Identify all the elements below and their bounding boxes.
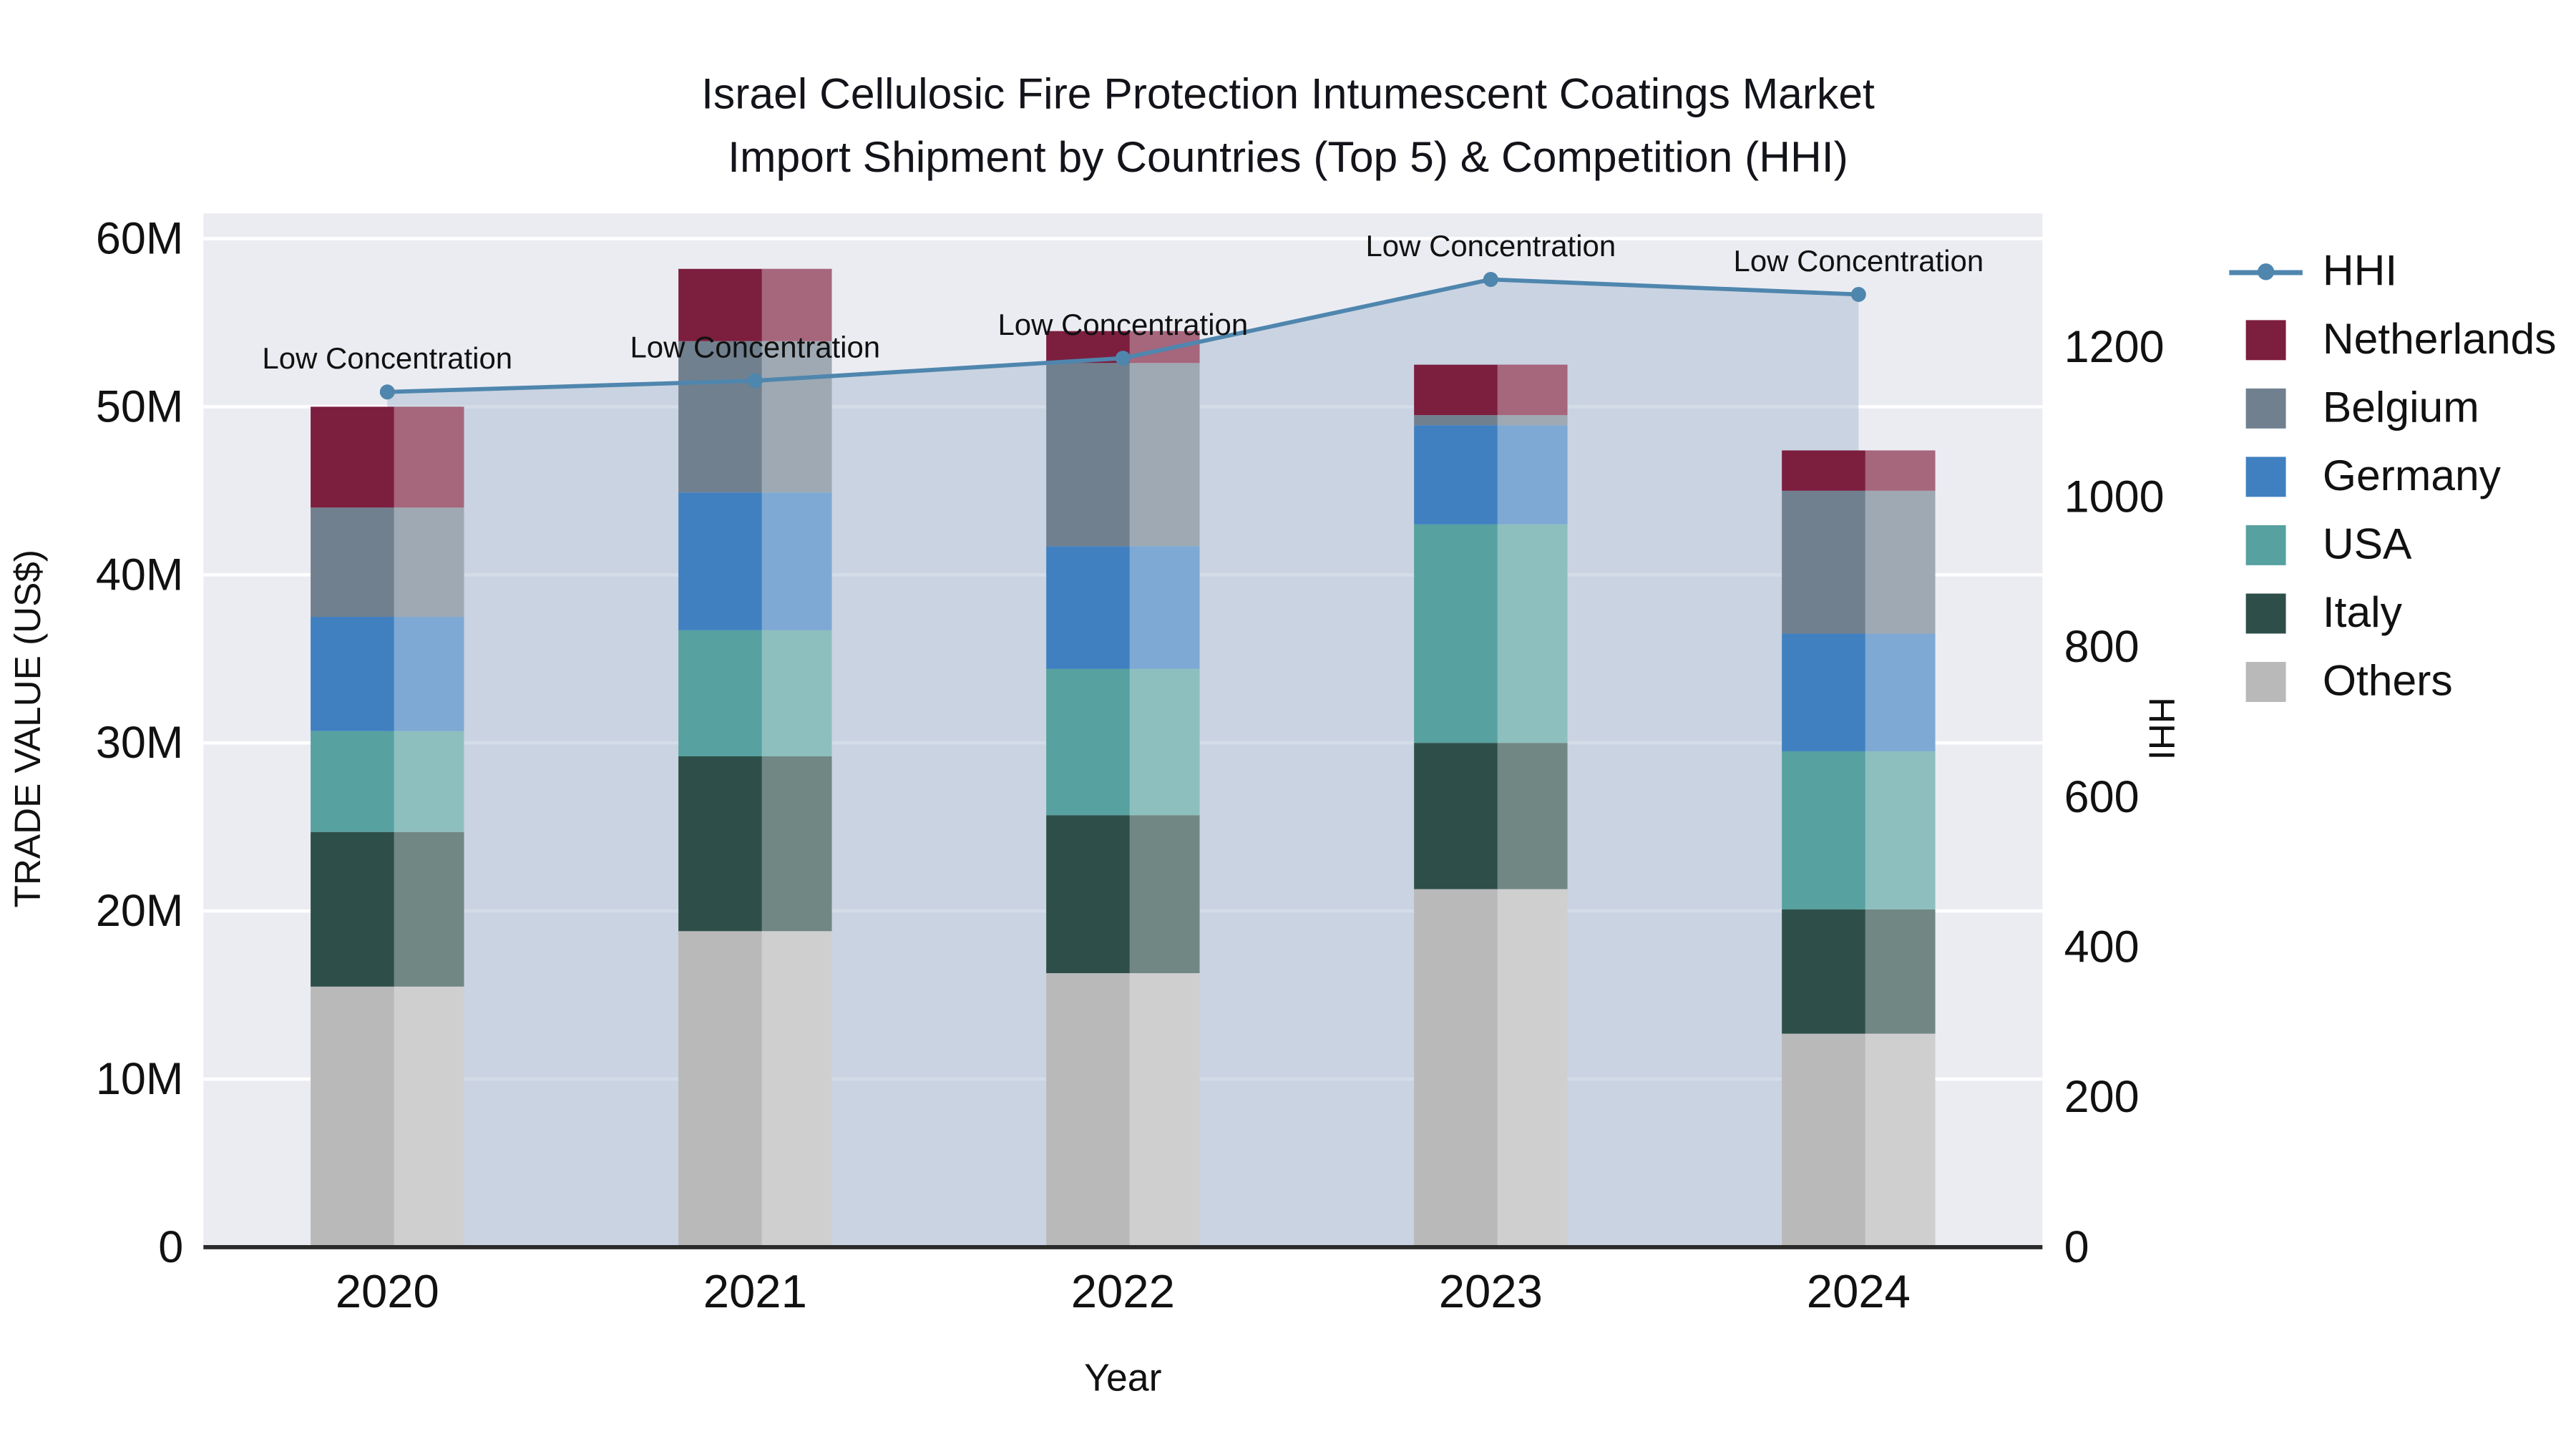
legend-color-swatch bbox=[2229, 319, 2303, 360]
annotation-2021: Low Concentration bbox=[630, 330, 880, 364]
bar-highlight bbox=[761, 268, 832, 1247]
bar-2023-italy bbox=[1414, 743, 1568, 889]
x-tick-2020: 2020 bbox=[336, 1265, 439, 1317]
legend-item-hhi[interactable]: HHI bbox=[2229, 237, 2556, 306]
left-tick-50M: 50M bbox=[96, 381, 183, 431]
chart-title-line1: Israel Cellulosic Fire Protection Intume… bbox=[701, 68, 1875, 119]
legend-item-others[interactable]: Others bbox=[2229, 647, 2556, 716]
bar-highlight bbox=[1497, 364, 1568, 1247]
bar-2021-netherlands bbox=[678, 268, 832, 341]
left-tick-20M: 20M bbox=[96, 886, 183, 936]
hhi-point-2021 bbox=[747, 373, 763, 389]
bar-2020-germany bbox=[311, 617, 464, 731]
bar-2021-germany bbox=[678, 492, 832, 630]
legend-label: Belgium bbox=[2322, 381, 2479, 432]
bar-2022-belgium bbox=[1046, 363, 1200, 547]
bar-2020-italy bbox=[311, 831, 464, 987]
bar-2024-italy bbox=[1782, 909, 1936, 1034]
annotation-2024: Low Concentration bbox=[1734, 244, 1984, 278]
left-tick-60M: 60M bbox=[96, 213, 183, 263]
legend-item-usa[interactable]: USA bbox=[2229, 510, 2556, 579]
left-tick-30M: 30M bbox=[96, 718, 183, 768]
bar-2022-italy bbox=[1046, 815, 1200, 974]
legend-item-italy[interactable]: Italy bbox=[2229, 579, 2556, 648]
legend-label: Germany bbox=[2322, 450, 2501, 501]
bar-2021-italy bbox=[678, 756, 832, 932]
bar-2023-usa bbox=[1414, 524, 1568, 743]
bar-2023-netherlands bbox=[1414, 364, 1568, 416]
bar-2020-usa bbox=[311, 731, 464, 832]
left-tick-40M: 40M bbox=[96, 550, 183, 600]
legend-color-swatch bbox=[2229, 387, 2303, 428]
legend-color-swatch bbox=[2229, 456, 2303, 497]
legend-item-netherlands[interactable]: Netherlands bbox=[2229, 305, 2557, 374]
legend-label: USA bbox=[2322, 518, 2412, 569]
right-tick-1000: 1000 bbox=[2064, 472, 2165, 522]
x-axis-title: Year bbox=[1084, 1355, 1162, 1399]
legend-color-swatch bbox=[2229, 592, 2303, 633]
legend-label: Netherlands bbox=[2322, 313, 2557, 364]
legend-line-swatch bbox=[2229, 251, 2303, 291]
bar-2023-germany bbox=[1414, 425, 1568, 525]
bar-2021-belgium bbox=[678, 341, 832, 493]
bar-2024-usa bbox=[1782, 751, 1936, 909]
legend: HHI Netherlands Belgium Germany USA Italy Othe… bbox=[2229, 237, 2557, 716]
bar-2024-netherlands bbox=[1782, 450, 1936, 491]
bar-2020-belgium bbox=[311, 507, 464, 618]
chart-title-line2: Import Shipment by Countries (Top 5) & C… bbox=[728, 132, 1848, 182]
right-tick-600: 600 bbox=[2064, 772, 2140, 822]
annotation-2020: Low Concentration bbox=[262, 341, 512, 375]
right-tick-1200: 1200 bbox=[2064, 322, 2165, 372]
legend-label: Others bbox=[2322, 655, 2453, 706]
legend-item-belgium[interactable]: Belgium bbox=[2229, 374, 2556, 442]
x-tick-2022: 2022 bbox=[1071, 1265, 1175, 1317]
legend-color-swatch bbox=[2229, 524, 2303, 565]
left-tick-0: 0 bbox=[158, 1222, 183, 1272]
legend-color-swatch bbox=[2229, 660, 2303, 701]
right-tick-200: 200 bbox=[2064, 1072, 2140, 1122]
right-tick-0: 0 bbox=[2064, 1222, 2089, 1272]
bar-2020-netherlands bbox=[311, 406, 464, 508]
bar-2022-usa bbox=[1046, 668, 1200, 816]
bar-2022-others bbox=[1046, 973, 1200, 1247]
bar-2024-belgium bbox=[1782, 490, 1936, 634]
hhi-point-2023 bbox=[1483, 272, 1498, 287]
right-tick-800: 800 bbox=[2064, 622, 2140, 672]
bar-2024-others bbox=[1782, 1033, 1936, 1247]
hhi-point-2024 bbox=[1850, 286, 1866, 302]
x-tick-2023: 2023 bbox=[1439, 1265, 1543, 1317]
hhi-point-2022 bbox=[1115, 351, 1131, 366]
annotation-2023: Low Concentration bbox=[1365, 229, 1616, 263]
x-tick-2024: 2024 bbox=[1807, 1265, 1911, 1317]
bar-highlight bbox=[1865, 450, 1936, 1247]
legend-label: Italy bbox=[2322, 587, 2402, 638]
bar-2024-germany bbox=[1782, 633, 1936, 751]
bar-2023-belgium bbox=[1414, 415, 1568, 426]
bar-2021-usa bbox=[678, 630, 832, 756]
x-tick-2021: 2021 bbox=[703, 1265, 807, 1317]
bar-2021-others bbox=[678, 931, 832, 1247]
bar-2023-others bbox=[1414, 889, 1568, 1247]
bar-highlight bbox=[1129, 331, 1200, 1247]
annotation-2022: Low Concentration bbox=[997, 308, 1248, 341]
bar-2022-germany bbox=[1046, 546, 1200, 669]
chart-title: Israel Cellulosic Fire Protection Intume… bbox=[0, 62, 2576, 188]
right-tick-400: 400 bbox=[2064, 922, 2140, 972]
left-tick-10M: 10M bbox=[96, 1054, 183, 1104]
legend-label: HHI bbox=[2322, 245, 2398, 296]
hhi-point-2020 bbox=[379, 384, 395, 400]
bar-highlight bbox=[394, 406, 464, 1247]
legend-item-germany[interactable]: Germany bbox=[2229, 441, 2556, 510]
bar-2020-others bbox=[311, 986, 464, 1247]
